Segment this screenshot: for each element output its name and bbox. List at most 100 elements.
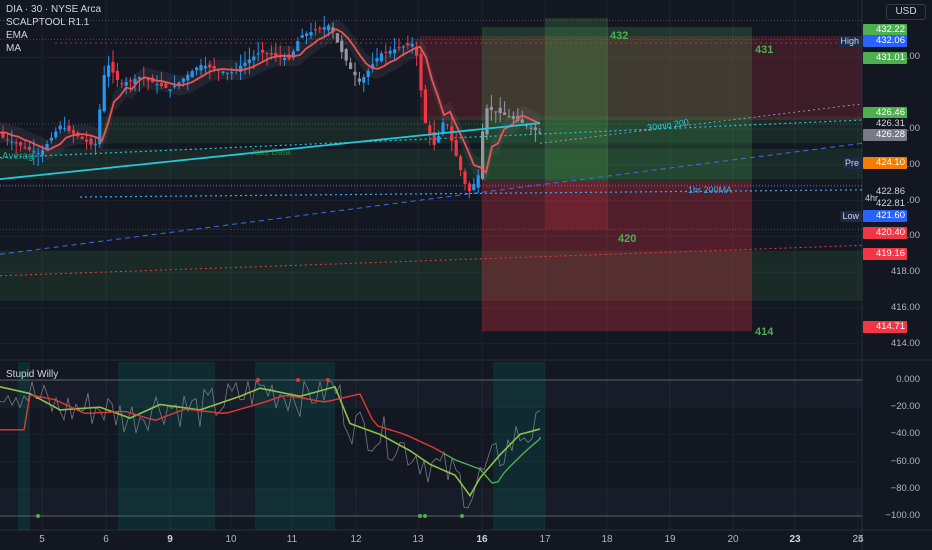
candle-body bbox=[146, 78, 150, 81]
candle-body bbox=[243, 62, 247, 66]
candle-body bbox=[133, 78, 137, 84]
candle-body bbox=[181, 78, 185, 83]
candle-body bbox=[533, 127, 537, 131]
candle-body bbox=[397, 47, 401, 49]
candle-body bbox=[168, 89, 172, 91]
osc-signal-dot-red bbox=[256, 378, 260, 382]
candle-body bbox=[340, 40, 344, 52]
time-label: 10 bbox=[225, 534, 237, 545]
osc-tick-label: −100.00 bbox=[885, 510, 920, 521]
candle-body bbox=[36, 153, 40, 155]
candle-body bbox=[274, 52, 278, 56]
candle-body bbox=[489, 107, 493, 110]
candle-body bbox=[27, 146, 31, 150]
osc-signal-zone bbox=[118, 362, 215, 530]
price-tag-426-46: 426.46 bbox=[863, 107, 907, 119]
candle-body bbox=[199, 64, 203, 71]
candle-body bbox=[318, 28, 322, 30]
price-tag-422-81: 422.81 bbox=[863, 198, 907, 210]
osc-signal-zone bbox=[255, 362, 335, 530]
osc-tick-label: −80.00 bbox=[890, 482, 920, 494]
price-tag-432-22: 432.22 bbox=[863, 24, 907, 36]
candle-body bbox=[111, 61, 115, 73]
candle-body bbox=[177, 82, 181, 86]
candle-body bbox=[423, 89, 427, 123]
candle-body bbox=[454, 139, 458, 157]
candle-body bbox=[511, 115, 515, 119]
ema-line bbox=[0, 28, 541, 175]
candle-body bbox=[186, 74, 190, 81]
candle-body bbox=[54, 131, 58, 138]
time-label: 17 bbox=[539, 534, 551, 545]
price-tag-431-01: 431.01 bbox=[863, 52, 907, 64]
candle-body bbox=[428, 125, 432, 134]
candle-body bbox=[239, 65, 243, 72]
candle-body bbox=[283, 57, 287, 61]
candle-body bbox=[67, 125, 71, 131]
candle-body bbox=[481, 131, 485, 179]
candle-body bbox=[19, 142, 23, 146]
candle-body bbox=[538, 132, 542, 134]
price-flag-pre: Pre bbox=[842, 157, 861, 169]
candle-body bbox=[494, 111, 498, 113]
candle-body bbox=[102, 75, 106, 112]
price-tag-432-06: 432.06 bbox=[863, 35, 907, 47]
oscillator-title[interactable]: Stupid Willy bbox=[6, 369, 59, 380]
candle-body bbox=[410, 43, 414, 47]
candle-body bbox=[331, 27, 335, 33]
currency-button[interactable]: USD bbox=[886, 4, 926, 20]
time-label: 13 bbox=[412, 534, 424, 545]
candle-body bbox=[155, 84, 159, 86]
indicator-ma[interactable]: MA bbox=[6, 43, 21, 54]
osc-overbought-band bbox=[0, 380, 862, 408]
osc-signal-zone bbox=[18, 362, 30, 530]
osc-tick-label: −20.00 bbox=[890, 401, 920, 413]
candle-body bbox=[296, 41, 300, 52]
candle-body bbox=[45, 144, 49, 150]
candle-body bbox=[137, 77, 141, 80]
price-flag-high: High bbox=[838, 35, 861, 47]
candle-body bbox=[388, 50, 392, 54]
candle-body bbox=[120, 83, 124, 85]
indicator-scalptool[interactable]: SCALPTOOL R1.1 bbox=[6, 17, 90, 28]
price-tag-426-28: 426.28 bbox=[863, 129, 907, 141]
indicator-ema[interactable]: EMA bbox=[6, 30, 28, 41]
osc-signal-dot-red bbox=[296, 378, 300, 382]
osc-signal-dot-green bbox=[423, 514, 427, 518]
time-label: 16 bbox=[476, 534, 488, 545]
candle-body bbox=[406, 43, 410, 46]
candle-body bbox=[437, 135, 441, 143]
candle-body bbox=[256, 53, 260, 55]
candle-body bbox=[10, 141, 14, 143]
candle-body bbox=[212, 65, 216, 69]
candle-body bbox=[208, 64, 212, 68]
symbol-title[interactable]: DIA · 30 · NYSE Arca bbox=[6, 4, 102, 15]
candle-body bbox=[485, 108, 489, 135]
zone-label-414: 414 bbox=[755, 326, 774, 338]
price-tag-420-40: 420.40 bbox=[863, 227, 907, 239]
zone-green-low bbox=[0, 250, 862, 301]
position-stop-2 bbox=[545, 180, 608, 230]
osc-tick-label: 0.000 bbox=[896, 374, 920, 385]
candle-body bbox=[415, 46, 419, 56]
candle-body bbox=[14, 142, 18, 144]
ma-line bbox=[0, 122, 541, 181]
candle-body bbox=[230, 72, 234, 74]
trend-line-blue bbox=[0, 142, 863, 255]
candle-body bbox=[472, 184, 476, 191]
candle-body bbox=[327, 25, 331, 31]
price-flag-low: Low bbox=[840, 210, 861, 222]
candle-body bbox=[164, 83, 168, 88]
osc-signal-dot-green bbox=[460, 514, 464, 518]
candle-body bbox=[322, 27, 326, 30]
candle-body bbox=[98, 109, 102, 145]
candle-body bbox=[432, 132, 436, 145]
candle-body bbox=[93, 143, 97, 145]
line-30min-200 bbox=[0, 119, 863, 159]
price-tag-422-86: 422.86 bbox=[863, 186, 907, 198]
candle-body bbox=[357, 78, 361, 82]
candle-body bbox=[124, 82, 128, 86]
zone-label-431: 431 bbox=[755, 44, 774, 56]
time-label: 6 bbox=[103, 534, 109, 545]
